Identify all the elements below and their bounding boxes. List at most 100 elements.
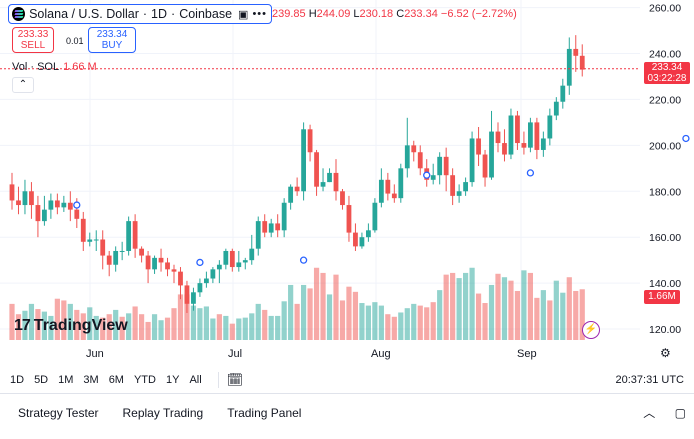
- candle-body: [579, 55, 585, 70]
- range-1m-button[interactable]: 1M: [58, 373, 74, 386]
- volume-bar: [197, 308, 203, 340]
- range-6m-button[interactable]: 6M: [108, 373, 124, 386]
- chevron-up-icon[interactable]: ︿: [643, 406, 656, 420]
- candles: [9, 35, 585, 313]
- candle: [430, 163, 436, 185]
- candle-body: [327, 172, 332, 183]
- maximize-icon[interactable]: ▢: [674, 406, 686, 420]
- candle-body: [359, 237, 365, 247]
- range-3m-button[interactable]: 3M: [83, 373, 99, 386]
- candle-body: [372, 202, 378, 231]
- candle: [132, 214, 138, 258]
- volume-bar: [132, 306, 138, 340]
- candle: [29, 182, 34, 219]
- symbol-info[interactable]: Solana / U.S. Dollar · 1D · Coinbase ▣ •••: [8, 4, 272, 24]
- candle-body: [22, 191, 28, 206]
- window-icon[interactable]: ▣: [238, 8, 249, 21]
- range-1d-button[interactable]: 1D: [10, 373, 25, 386]
- candle: [184, 280, 190, 313]
- candle-body: [242, 260, 248, 263]
- time-label-jun: Jun: [86, 348, 104, 360]
- volume-bar: [171, 308, 177, 340]
- candle-body: [534, 122, 540, 150]
- buy-button[interactable]: 233.34 BUY: [88, 27, 136, 53]
- volume-bar: [411, 303, 417, 340]
- tab-trading-panel[interactable]: Trading Panel: [227, 406, 302, 420]
- candle-body: [294, 186, 300, 192]
- price-chart[interactable]: 260.00 240.00 220.00 200.00 180.00 160.00 140.…: [0, 0, 694, 366]
- tab-replay-trading[interactable]: Replay Trading: [122, 406, 204, 420]
- candle-body: [80, 218, 86, 242]
- candle-body: [249, 248, 255, 261]
- candle: [443, 147, 449, 192]
- candle: [508, 108, 514, 160]
- candle: [145, 250, 151, 284]
- tradingview-watermark[interactable]: 17 TradingView: [14, 317, 128, 335]
- tradingview-text: TradingView: [33, 317, 128, 334]
- tab-strategy-tester[interactable]: Strategy Tester: [18, 406, 99, 420]
- volume-bar: [501, 277, 508, 340]
- candle: [417, 145, 423, 176]
- candle: [262, 214, 268, 238]
- candle: [411, 140, 417, 162]
- gear-icon[interactable]: ⚙: [660, 346, 671, 360]
- range-ytd-button[interactable]: YTD: [133, 373, 156, 386]
- volume-bar: [521, 270, 527, 340]
- range-1y-button[interactable]: 1Y: [165, 373, 180, 386]
- volume-bars: [9, 267, 585, 340]
- candle: [385, 172, 391, 201]
- candle-body: [191, 292, 196, 304]
- candle-body: [268, 223, 274, 233]
- last-price-value: 233.34: [651, 61, 683, 73]
- volume-bar: [456, 278, 462, 340]
- candle: [16, 186, 21, 215]
- candle: [165, 257, 170, 277]
- volume-bar: [359, 303, 365, 340]
- volume-bar: [547, 300, 553, 340]
- volume-bar: [560, 292, 566, 340]
- candle-body: [411, 145, 417, 153]
- price-tick-label: 260.00: [649, 3, 681, 15]
- event-marker: [299, 256, 308, 264]
- volume-bar: [391, 316, 397, 340]
- candle-body: [502, 143, 507, 155]
- clock[interactable]: 20:37:31 UTC: [615, 373, 684, 386]
- candle-body: [553, 101, 559, 116]
- collapse-legend-button[interactable]: ⌃: [12, 77, 34, 93]
- symbol-title[interactable]: Solana / U.S. Dollar · 1D · Coinbase: [29, 7, 233, 21]
- volume-bar: [365, 305, 371, 340]
- sell-button[interactable]: 233.33 SELL: [12, 27, 54, 53]
- candle: [255, 216, 261, 256]
- candle-body: [288, 186, 294, 203]
- volume-bar: [119, 316, 125, 340]
- price-tick-label: 200.00: [649, 140, 681, 152]
- candle: [100, 230, 106, 270]
- high-value: 244.09: [316, 8, 351, 20]
- candle-body: [35, 205, 41, 222]
- buy-price: 233.34: [96, 29, 128, 40]
- lightning-icon[interactable]: ⚡: [582, 321, 600, 339]
- volume-bar: [236, 318, 242, 340]
- volume-bar: [54, 298, 60, 340]
- volume-bar: [255, 303, 261, 340]
- candle-body: [469, 138, 475, 183]
- volume-bar: [417, 305, 423, 340]
- candle: [320, 168, 326, 192]
- bottom-panel-tabs: Strategy Tester Replay Trading Trading P…: [0, 398, 694, 428]
- range-all-button[interactable]: All: [189, 373, 202, 386]
- calendar-icon[interactable]: 🗓: [226, 371, 244, 387]
- candle-body: [255, 221, 261, 249]
- chart-area[interactable]: 260.00 240.00 220.00 200.00 180.00 160.00 140.…: [0, 0, 694, 366]
- price-tick-label: 160.00: [649, 232, 681, 244]
- candle-body: [320, 182, 326, 187]
- volume-legend[interactable]: Vol · SOL 1.66 M: [12, 61, 97, 73]
- volume-bar: [437, 290, 443, 340]
- candle: [378, 168, 384, 208]
- candle-body: [178, 271, 183, 286]
- candle: [216, 260, 222, 284]
- more-icon[interactable]: •••: [252, 8, 267, 20]
- range-5d-button[interactable]: 5D: [34, 373, 49, 386]
- candle-body: [145, 255, 151, 270]
- candle: [515, 110, 520, 150]
- candle: [573, 35, 579, 72]
